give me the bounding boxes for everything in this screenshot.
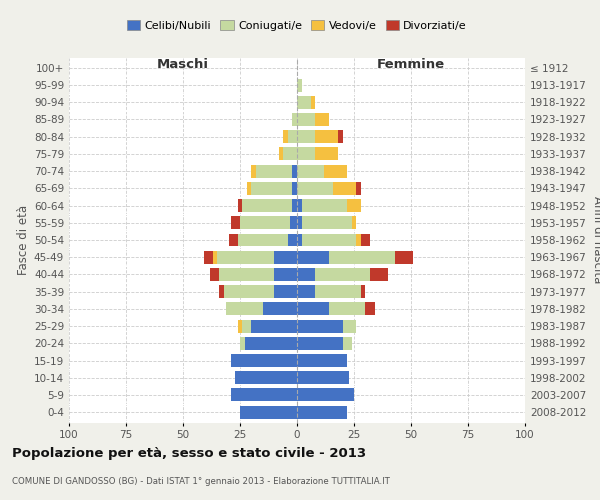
Bar <box>329 251 395 264</box>
Bar <box>212 251 217 264</box>
Bar <box>334 182 356 195</box>
Bar <box>325 164 347 177</box>
Bar <box>297 372 349 384</box>
Bar <box>315 268 370 281</box>
Bar <box>211 268 220 281</box>
Bar <box>220 285 224 298</box>
Bar <box>231 354 297 367</box>
Text: COMUNE DI GANDOSSO (BG) - Dati ISTAT 1° gennaio 2013 - Elaborazione TUTTITALIA.I: COMUNE DI GANDOSSO (BG) - Dati ISTAT 1° … <box>12 478 390 486</box>
Bar <box>365 302 374 316</box>
Bar <box>238 234 288 246</box>
Bar <box>297 406 347 418</box>
Bar <box>297 148 315 160</box>
Bar <box>251 182 292 195</box>
Bar <box>226 302 263 316</box>
Bar <box>242 320 251 332</box>
Bar <box>220 268 274 281</box>
Bar <box>203 251 212 264</box>
Bar <box>247 182 251 195</box>
Text: Popolazione per età, sesso e stato civile - 2013: Popolazione per età, sesso e stato civil… <box>12 448 366 460</box>
Bar <box>329 302 365 316</box>
Bar <box>302 234 356 246</box>
Bar <box>297 354 347 367</box>
Bar <box>297 337 343 350</box>
Bar <box>356 182 361 195</box>
Bar <box>224 285 274 298</box>
Bar <box>297 302 329 316</box>
Text: Maschi: Maschi <box>157 58 209 71</box>
Y-axis label: Fasce di età: Fasce di età <box>17 205 30 275</box>
Bar <box>297 78 302 92</box>
Bar <box>238 320 242 332</box>
Y-axis label: Anni di nascita: Anni di nascita <box>591 196 600 284</box>
Text: Femmine: Femmine <box>377 58 445 71</box>
Bar <box>297 216 302 229</box>
Bar <box>297 285 315 298</box>
Bar <box>297 113 315 126</box>
Bar <box>235 372 297 384</box>
Bar <box>297 388 354 402</box>
Bar <box>245 337 297 350</box>
Bar <box>343 337 352 350</box>
Bar <box>315 130 338 143</box>
Bar <box>297 96 311 108</box>
Bar <box>229 234 238 246</box>
Bar <box>240 406 297 418</box>
Bar <box>343 320 356 332</box>
Bar <box>288 130 297 143</box>
Bar <box>217 251 274 264</box>
Bar <box>361 285 365 298</box>
Bar <box>361 234 370 246</box>
Bar <box>311 96 315 108</box>
Bar <box>297 199 302 212</box>
Bar <box>274 285 297 298</box>
Bar <box>283 148 297 160</box>
Bar <box>274 251 297 264</box>
Bar <box>315 113 329 126</box>
Bar <box>263 302 297 316</box>
Bar <box>251 164 256 177</box>
Bar <box>240 337 245 350</box>
Bar <box>297 251 329 264</box>
Bar <box>240 216 290 229</box>
Bar <box>292 113 297 126</box>
Bar <box>231 216 240 229</box>
Bar <box>315 285 361 298</box>
Bar <box>302 199 347 212</box>
Bar <box>395 251 413 264</box>
Legend: Celibi/Nubili, Coniugati/e, Vedovi/e, Divorziati/e: Celibi/Nubili, Coniugati/e, Vedovi/e, Di… <box>122 16 472 36</box>
Bar <box>297 268 315 281</box>
Bar <box>242 199 292 212</box>
Bar <box>297 234 302 246</box>
Bar <box>297 164 325 177</box>
Bar <box>231 388 297 402</box>
Bar <box>279 148 283 160</box>
Bar <box>251 320 297 332</box>
Bar <box>283 130 288 143</box>
Bar <box>315 148 338 160</box>
Bar <box>292 199 297 212</box>
Bar <box>347 199 361 212</box>
Bar <box>274 268 297 281</box>
Bar <box>292 164 297 177</box>
Bar <box>288 234 297 246</box>
Bar <box>297 130 315 143</box>
Bar <box>352 216 356 229</box>
Bar <box>338 130 343 143</box>
Bar <box>297 320 343 332</box>
Bar <box>302 216 352 229</box>
Bar <box>292 182 297 195</box>
Bar <box>290 216 297 229</box>
Bar <box>370 268 388 281</box>
Bar <box>238 199 242 212</box>
Bar <box>256 164 292 177</box>
Bar <box>356 234 361 246</box>
Bar <box>297 182 334 195</box>
